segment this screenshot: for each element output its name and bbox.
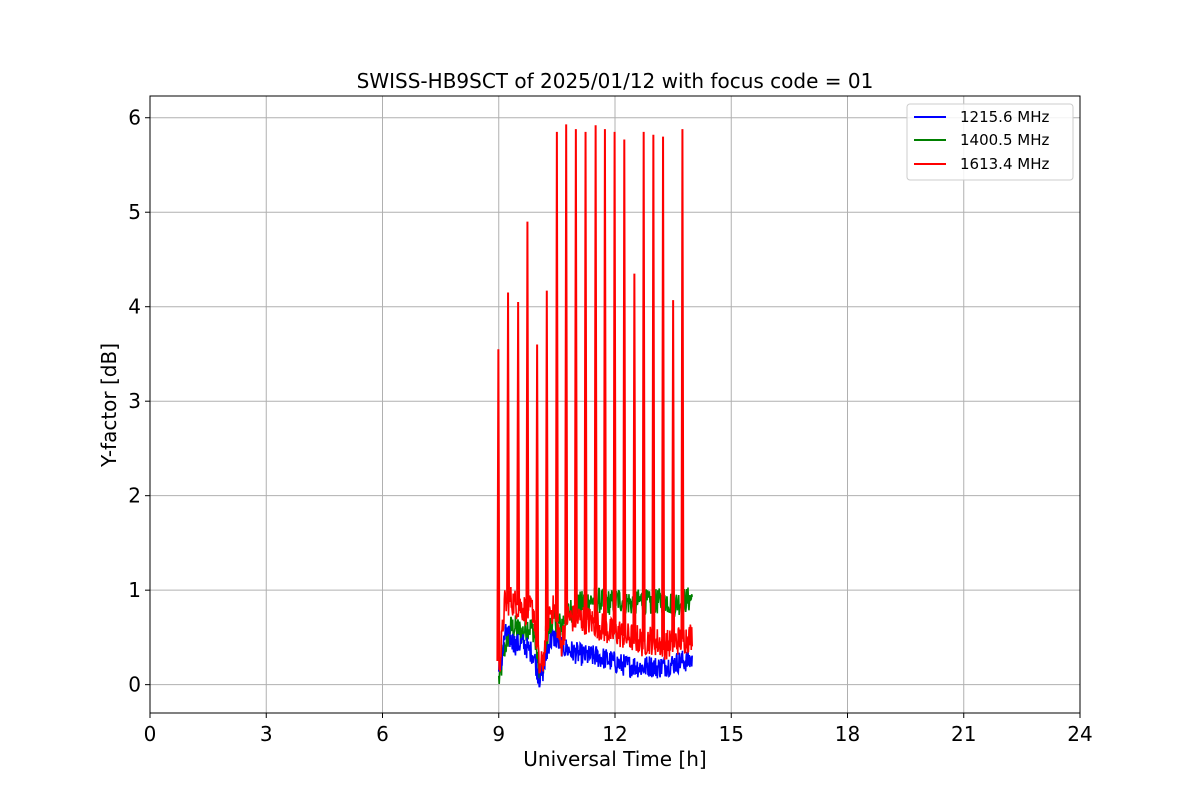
legend: 1215.6 MHz 1400.5 MHz 1613.4 MHz <box>906 103 1074 181</box>
spike-1613 <box>680 129 685 639</box>
spike-1613 <box>554 131 559 622</box>
y-tick-label: 3 <box>128 389 141 413</box>
spike-1613 <box>661 136 666 645</box>
spike-1613 <box>602 129 607 629</box>
spike-1613 <box>583 131 588 620</box>
y-tick-label: 1 <box>128 578 141 602</box>
x-tick-label: 6 <box>376 722 389 746</box>
y-axis-label: Y-factor [dB] <box>97 343 121 468</box>
x-tick-label: 15 <box>719 722 744 746</box>
x-tick-label: 3 <box>260 722 273 746</box>
y-tick-label: 2 <box>128 484 141 508</box>
y-tick-label: 6 <box>128 106 141 130</box>
x-tick-label: 0 <box>144 722 157 746</box>
chart-title: SWISS-HB9SCT of 2025/01/12 with focus co… <box>357 69 874 93</box>
spike-1613 <box>506 292 511 602</box>
x-tick-label: 18 <box>835 722 860 746</box>
x-tick-label: 12 <box>602 722 627 746</box>
spike-1613 <box>573 129 578 619</box>
y-tick-label: 4 <box>128 295 141 319</box>
spike-1613 <box>612 131 617 633</box>
spike-1613 <box>671 300 676 643</box>
spike-1613 <box>622 139 627 636</box>
spike-1613 <box>641 131 646 642</box>
spike-1613 <box>516 301 521 606</box>
spike-1613 <box>651 134 656 641</box>
x-tick-label: 21 <box>951 722 976 746</box>
spike-1613 <box>525 221 530 611</box>
spike-1613 <box>564 124 569 619</box>
series-lines <box>496 124 693 688</box>
spike-1613 <box>632 273 637 638</box>
spike-1613 <box>593 125 598 624</box>
legend-label-1400: 1400.5 MHz <box>960 131 1049 149</box>
legend-label-1215: 1215.6 MHz <box>960 108 1049 126</box>
x-axis-label: Universal Time [h] <box>523 747 706 771</box>
y-tick-label: 0 <box>128 673 141 697</box>
x-tick-label: 9 <box>492 722 505 746</box>
series-line-12156 <box>497 623 693 688</box>
x-tick-label: 24 <box>1067 722 1092 746</box>
y-tick-label: 5 <box>128 200 141 224</box>
spike-1613 <box>496 349 501 662</box>
spike-1613 <box>544 290 549 631</box>
legend-box <box>906 103 1074 181</box>
series-line-16134 <box>497 587 693 674</box>
legend-label-1613: 1613.4 MHz <box>960 155 1049 173</box>
spike-1613 <box>535 344 540 646</box>
